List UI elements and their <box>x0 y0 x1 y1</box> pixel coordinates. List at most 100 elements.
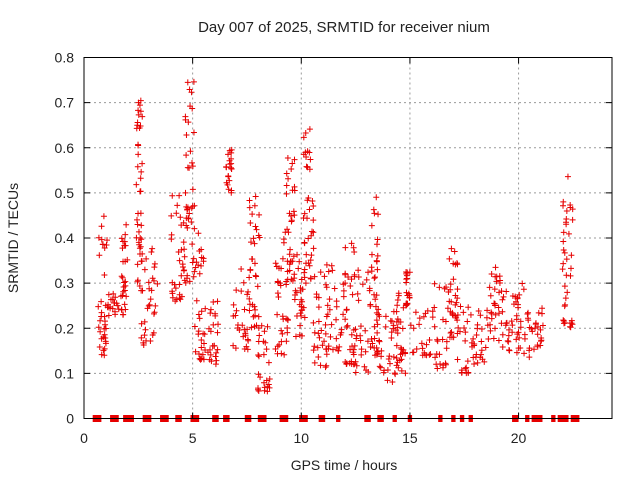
data-point <box>409 349 416 356</box>
data-point <box>564 173 571 180</box>
data-point <box>350 349 357 356</box>
data-point <box>95 303 102 310</box>
data-point <box>315 354 322 361</box>
data-point <box>285 229 292 236</box>
data-point <box>348 240 355 247</box>
data-point <box>422 310 429 317</box>
chart-title: Day 007 of 2025, SRMTID for receiver niu… <box>198 19 490 36</box>
data-point <box>106 303 113 310</box>
data-point <box>301 239 308 246</box>
data-point <box>563 207 570 214</box>
data-point <box>97 328 104 335</box>
data-point <box>98 335 105 342</box>
data-point <box>225 173 232 180</box>
data-point <box>314 344 321 351</box>
data-point <box>482 344 489 351</box>
data-point <box>324 302 331 309</box>
data-points <box>95 78 576 395</box>
data-point <box>454 261 461 268</box>
data-point <box>333 335 340 342</box>
data-cluster <box>181 78 198 286</box>
data-point <box>306 206 313 213</box>
data-point <box>283 190 290 197</box>
data-point <box>485 336 492 343</box>
data-point <box>199 351 206 358</box>
data-point <box>207 310 214 317</box>
data-point <box>458 369 465 376</box>
data-point <box>487 327 494 334</box>
data-point <box>519 280 526 287</box>
data-point <box>266 376 273 383</box>
data-point <box>121 287 128 294</box>
data-point <box>274 290 281 297</box>
data-point <box>99 241 106 248</box>
data-point <box>462 329 469 336</box>
data-point <box>352 369 359 376</box>
data-point <box>178 293 185 300</box>
data-point <box>407 322 414 329</box>
data-cluster <box>117 221 131 318</box>
data-point <box>195 262 202 269</box>
data-point <box>301 314 308 321</box>
data-point <box>225 151 232 158</box>
data-point <box>335 347 342 354</box>
x-tick-label: 15 <box>402 430 418 446</box>
data-point <box>133 234 140 241</box>
data-point <box>248 324 255 331</box>
data-point <box>504 337 511 344</box>
data-point <box>393 354 400 361</box>
data-point <box>214 329 221 336</box>
data-point <box>444 305 451 312</box>
data-point <box>191 323 198 330</box>
data-point <box>310 229 317 236</box>
data-point <box>254 283 261 290</box>
data-point <box>324 311 331 318</box>
data-point <box>289 187 296 194</box>
data-point <box>505 326 512 333</box>
data-point <box>492 311 499 318</box>
data-point <box>394 324 401 331</box>
data-point <box>568 252 575 259</box>
data-point <box>214 346 221 353</box>
data-cluster <box>291 251 308 340</box>
data-point <box>232 345 239 352</box>
data-point <box>560 320 567 327</box>
data-point <box>442 360 449 367</box>
data-point <box>492 264 499 271</box>
data-point <box>119 274 126 281</box>
data-point <box>378 353 385 360</box>
data-point <box>118 306 125 313</box>
data-point <box>373 317 380 324</box>
data-point <box>508 318 515 325</box>
data-point <box>406 292 413 299</box>
data-point <box>479 356 486 363</box>
data-point <box>562 301 569 308</box>
data-point <box>134 119 141 126</box>
data-point <box>394 302 401 309</box>
data-point <box>285 175 292 182</box>
data-point <box>303 163 310 170</box>
data-point <box>561 283 568 290</box>
data-point <box>509 292 516 299</box>
data-point <box>390 322 397 329</box>
data-point <box>223 163 230 170</box>
data-point <box>328 262 335 269</box>
data-point <box>329 267 336 274</box>
data-point <box>333 298 340 305</box>
data-point <box>144 305 151 312</box>
data-point <box>204 349 211 356</box>
data-point <box>495 337 502 344</box>
data-point <box>291 212 298 219</box>
data-point <box>288 218 295 225</box>
data-cluster <box>95 213 111 359</box>
data-point <box>198 254 205 261</box>
data-point <box>111 300 118 307</box>
data-point <box>559 266 566 273</box>
data-point <box>151 264 158 271</box>
data-point <box>491 300 498 307</box>
data-point <box>333 316 340 323</box>
axis-ticks <box>83 57 612 419</box>
data-point <box>192 348 199 355</box>
data-point <box>145 279 152 286</box>
x-tick-label: 10 <box>293 430 309 446</box>
